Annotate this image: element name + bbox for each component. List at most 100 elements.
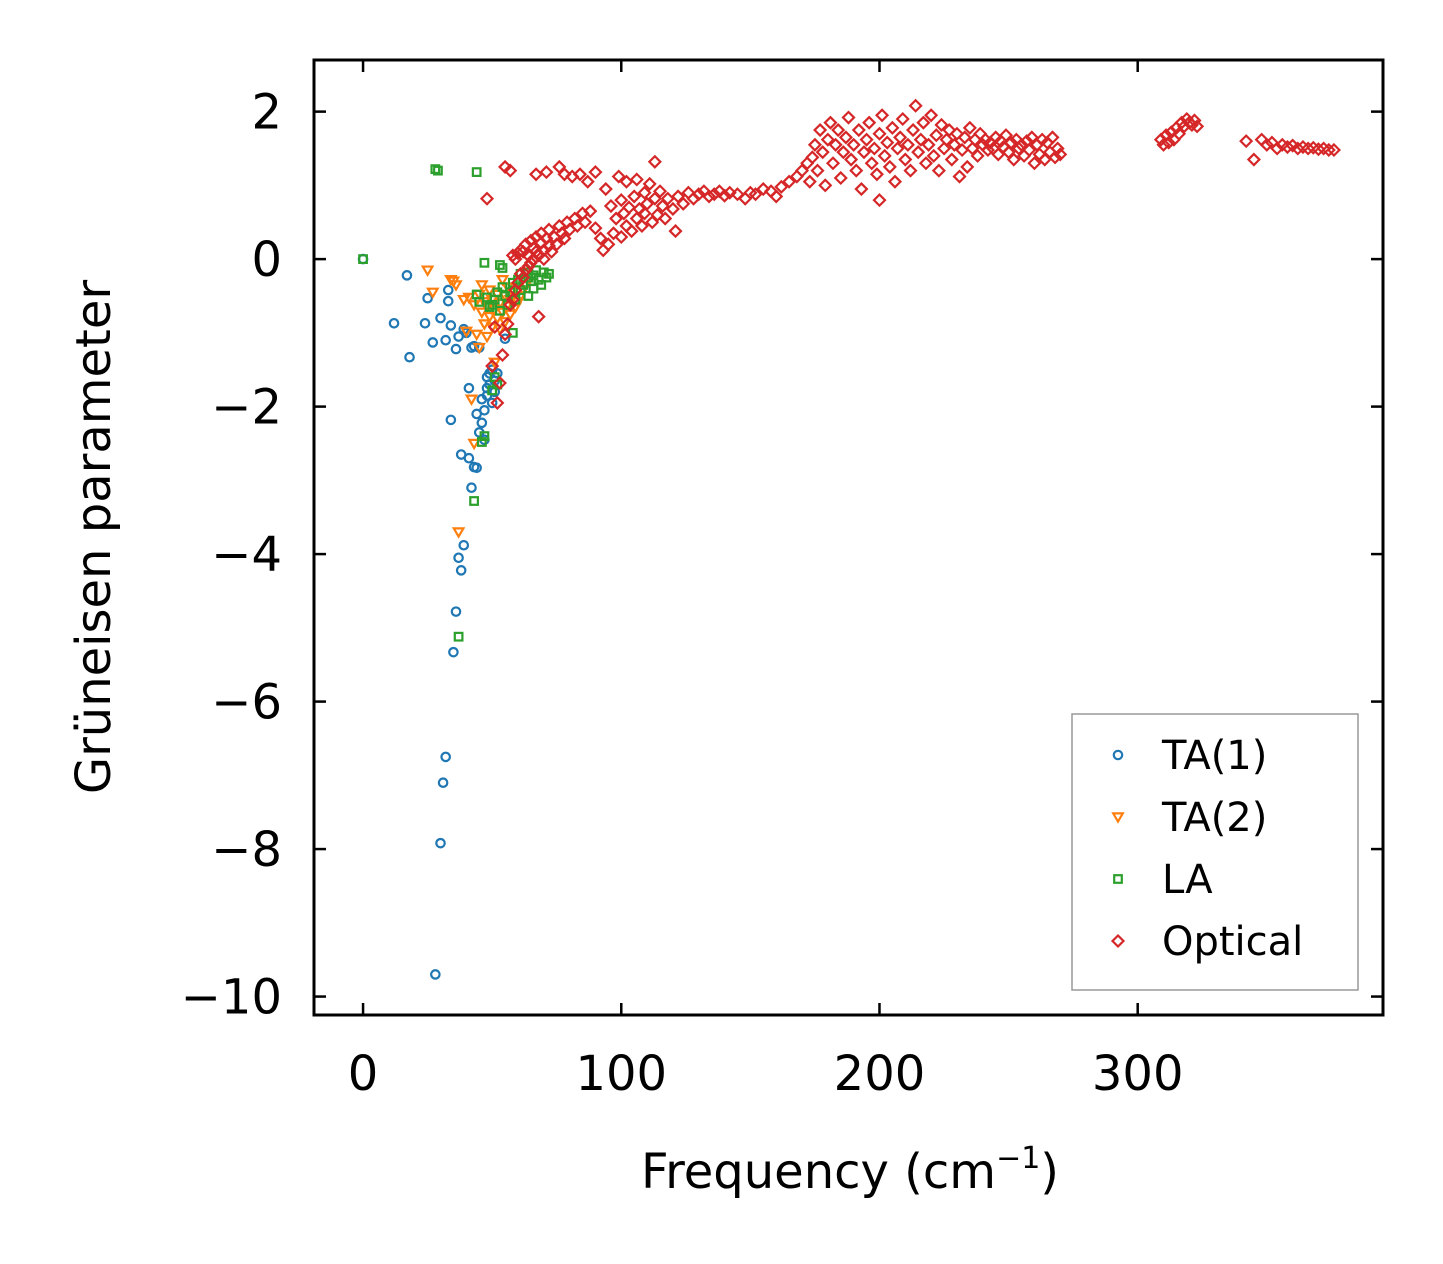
data-point: [1156, 137, 1171, 152]
data-point: [939, 132, 954, 147]
data-point: [487, 385, 498, 396]
data-point: [469, 329, 484, 342]
data-point: [572, 167, 588, 182]
data-point: [658, 211, 673, 226]
y-tick-label: −2: [211, 380, 282, 436]
data-point: [1190, 119, 1205, 134]
data-point: [467, 438, 481, 451]
data-point: [523, 291, 534, 301]
data-point: [629, 172, 644, 187]
legend-label: TA(1): [1161, 733, 1267, 779]
data-point: [544, 268, 554, 279]
y-tick-label: −10: [181, 970, 282, 1026]
data-point: [499, 333, 511, 345]
legend-label: LA: [1162, 857, 1213, 903]
data-point: [588, 165, 603, 180]
data-point: [642, 176, 657, 191]
data-point: [973, 126, 988, 141]
x-axis-title-superscript: −1: [996, 1141, 1040, 1176]
data-point: [419, 317, 431, 329]
data-point: [859, 132, 874, 147]
data-point: [497, 263, 508, 273]
data-point: [1290, 141, 1305, 156]
data-point: [430, 969, 441, 980]
data-point: [1187, 113, 1202, 128]
data-point: [825, 156, 841, 171]
data-point: [872, 126, 887, 141]
data-point: [451, 527, 466, 539]
data-point: [487, 299, 498, 310]
data-point: [445, 320, 457, 331]
legend-marker: [1112, 749, 1124, 761]
data-point: [918, 156, 934, 171]
data-point: [707, 187, 722, 202]
data-point: [442, 284, 454, 296]
data-point: [442, 295, 454, 307]
y-tick-label: 0: [251, 232, 282, 288]
data-point: [420, 265, 435, 277]
data-point: [480, 331, 494, 344]
data-point: [637, 206, 652, 221]
data-point: [774, 179, 789, 194]
data-point: [464, 394, 479, 407]
data-point: [908, 98, 923, 113]
data-point: [472, 342, 486, 355]
data-point: [523, 255, 538, 270]
data-point: [936, 141, 952, 156]
x-tick-label: 300: [1092, 1046, 1184, 1102]
data-point: [1301, 141, 1316, 156]
data-point: [611, 169, 626, 184]
y-tick-label: −4: [211, 527, 282, 583]
data-point: [913, 132, 928, 147]
data-point: [872, 193, 887, 208]
data-point: [652, 184, 668, 199]
data-point: [818, 178, 833, 193]
data-point: [831, 123, 846, 138]
data-point: [1311, 142, 1326, 157]
data-point: [497, 282, 508, 293]
data-point: [851, 123, 866, 138]
data-point: [463, 452, 475, 464]
data-point: [970, 148, 985, 163]
data-point: [462, 292, 476, 305]
data-point: [482, 311, 497, 324]
data-point: [810, 163, 825, 178]
data-point: [807, 137, 822, 152]
data-point: [476, 437, 487, 447]
data-point: [538, 267, 549, 278]
data-point: [495, 275, 510, 287]
data-point: [457, 294, 471, 307]
data-point: [665, 201, 680, 217]
data-point: [1045, 130, 1060, 145]
data-point: [1280, 139, 1295, 155]
data-point: [640, 196, 655, 211]
data-point: [934, 117, 949, 132]
data-point: [730, 187, 745, 202]
data-point: [944, 152, 959, 167]
data-point: [578, 215, 593, 230]
y-tick-label: −6: [211, 675, 282, 731]
data-point: [885, 120, 900, 135]
data-point: [449, 280, 463, 292]
data-point: [849, 163, 864, 178]
data-point: [468, 340, 480, 352]
data-point: [557, 167, 572, 182]
data-points: [357, 98, 1341, 980]
data-point: [469, 496, 479, 506]
legend-marker: [1113, 874, 1123, 884]
data-point: [893, 130, 908, 145]
data-point: [668, 224, 683, 239]
data-point: [427, 337, 439, 348]
data-point: [510, 246, 526, 261]
data-point: [440, 334, 451, 346]
data-point: [601, 237, 616, 252]
data-point: [549, 237, 564, 252]
data-point: [900, 137, 915, 152]
data-point: [463, 382, 475, 394]
data-point: [450, 343, 462, 355]
data-point: [518, 237, 533, 252]
data-point: [606, 226, 621, 241]
data-point: [495, 347, 510, 363]
data-point: [1022, 142, 1037, 158]
